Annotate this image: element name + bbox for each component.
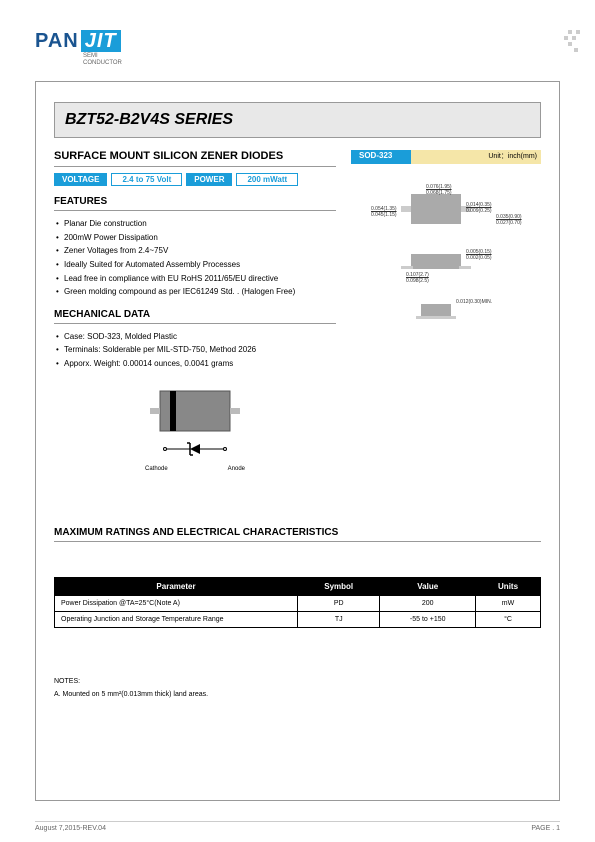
mech-item: Terminals: Solderable per MIL-STD-750, M…	[54, 343, 336, 357]
notes-section: NOTES: A. Mounted on 5 mm²(0.013mm thick…	[54, 678, 541, 698]
dim-text: 0.002(0.05)	[466, 255, 492, 261]
dim-text: 0.012(0.30)MIN.	[456, 299, 492, 305]
feature-item: Green molding compound as per IEC61249 S…	[54, 285, 336, 299]
note-a: A. Mounted on 5 mm²(0.013mm thick) land …	[54, 691, 541, 698]
table-cell: PD	[298, 595, 380, 611]
mech-item: Case: SOD-323, Molded Plastic	[54, 330, 336, 344]
feature-item: 200mW Power Dissipation	[54, 231, 336, 245]
table-cell: -55 to +150	[380, 611, 476, 627]
package-label: SOD-323	[351, 150, 411, 164]
package-diagram: 0.076(1.95) 0.068(1.75) 0.014(0.35) 0.00…	[351, 164, 541, 344]
subtitle: SURFACE MOUNT SILICON ZENER DIODES	[54, 150, 336, 167]
dim-text: 0.027(0.70)	[496, 220, 522, 226]
features-list: Planar Die construction 200mW Power Diss…	[54, 217, 336, 299]
title-bar: BZT52-B2V4S SERIES	[54, 102, 541, 138]
logo-jit: JIT	[81, 30, 121, 52]
cathode-label: Cathode	[145, 466, 168, 472]
dim-text: 0.098(2.5)	[406, 278, 429, 284]
mech-head: MECHANICAL DATA	[54, 309, 336, 324]
ratings-table: Parameter Symbol Value Units Power Dissi…	[54, 577, 541, 628]
table-cell: TJ	[298, 611, 380, 627]
schematic-diagram: Cathode Anode	[54, 386, 336, 472]
logo: PANJIT SEMI CONDUCTOR	[35, 30, 560, 66]
package-header: SOD-323 Unit：inch(mm)	[351, 150, 541, 164]
dim-text: 0.068(1.75)	[426, 190, 452, 196]
table-cell: Operating Junction and Storage Temperatu…	[55, 611, 298, 627]
mech-item: Apporx. Weight: 0.00014 ounces, 0.0041 g…	[54, 357, 336, 371]
anode-label: Anode	[228, 466, 245, 472]
feature-item: Planar Die construction	[54, 217, 336, 231]
notes-head: NOTES:	[54, 678, 541, 685]
feature-item: Zener Voltages from 2.4~75V	[54, 244, 336, 258]
table-header: Value	[380, 577, 476, 595]
table-header: Parameter	[55, 577, 298, 595]
dim-text: 0.045(1.15)	[371, 212, 397, 218]
footer: August 7,2015-REV.04 PAGE . 1	[35, 821, 560, 832]
ratings-head: MAXIMUM RATINGS AND ELECTRICAL CHARACTER…	[54, 527, 541, 542]
power-label: POWER	[186, 173, 232, 186]
page-title: BZT52-B2V4S SERIES	[65, 111, 530, 129]
table-header: Symbol	[298, 577, 380, 595]
dim-text: 0.009(0.25)	[466, 208, 492, 214]
table-cell: °C	[476, 611, 541, 627]
voltage-label: VOLTAGE	[54, 173, 107, 186]
power-value: 200 mWatt	[236, 173, 298, 186]
table-cell: mW	[476, 595, 541, 611]
logo-subtitle: SEMI CONDUCTOR	[83, 53, 122, 66]
spec-row: VOLTAGE 2.4 to 75 Volt POWER 200 mWatt	[54, 173, 336, 186]
table-row: Operating Junction and Storage Temperatu…	[55, 611, 541, 627]
feature-item: Lead free in compliance with EU RoHS 201…	[54, 272, 336, 286]
mech-list: Case: SOD-323, Molded Plastic Terminals:…	[54, 330, 336, 371]
logo-pan: PAN	[35, 30, 79, 52]
feature-item: Ideally Suited for Automated Assembly Pr…	[54, 258, 336, 272]
package-unit: Unit：inch(mm)	[411, 150, 541, 164]
table-header: Units	[476, 577, 541, 595]
features-head: FEATURES	[54, 196, 336, 211]
voltage-value: 2.4 to 75 Volt	[111, 173, 182, 186]
table-row: Power Dissipation @TA=25°C(Note A) PD 20…	[55, 595, 541, 611]
footer-page: PAGE . 1	[531, 825, 560, 832]
footer-date: August 7,2015-REV.04	[35, 825, 106, 832]
table-cell: Power Dissipation @TA=25°C(Note A)	[55, 595, 298, 611]
table-cell: 200	[380, 595, 476, 611]
